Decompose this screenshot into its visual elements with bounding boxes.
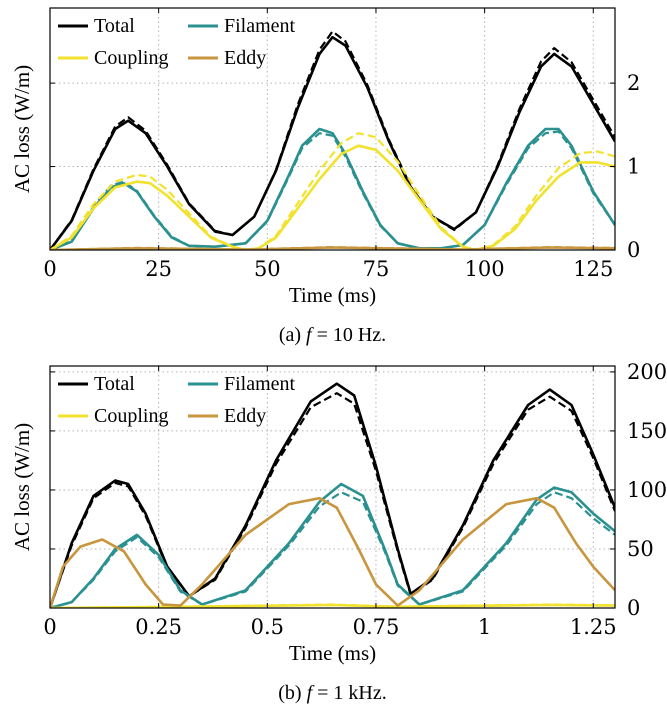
x-tick-label: 125 [573, 257, 613, 281]
axis-frame [49, 365, 616, 609]
series-total-dashed [50, 30, 615, 250]
series-total-solid [50, 35, 615, 250]
chart-caption: (a) f = 10 Hz. [279, 324, 386, 346]
y-tick-label: 0 [627, 596, 640, 620]
x-tick-label: 0.5 [251, 615, 284, 639]
legend-label-coupling: Coupling [94, 47, 168, 69]
x-tick-label: 1 [478, 615, 491, 639]
legend: Total Filament Coupling Eddy [58, 373, 296, 427]
chart-panel-a: 0 25 50 75 100 125 0 1 2 Time (ms) AC loss (W/m)… [10, 7, 640, 346]
y-tick-label: 200 [627, 360, 667, 384]
legend-label-eddy: Eddy [224, 47, 266, 69]
series-eddy-solid [50, 496, 615, 608]
axis-frame [49, 7, 616, 251]
y-tick-label: 150 [627, 419, 667, 443]
y-tick-label: 100 [627, 478, 667, 502]
x-tick-label: 0.25 [135, 615, 182, 639]
legend-label-total: Total [94, 15, 135, 37]
series-filament-solid [50, 482, 615, 608]
y-tick-label: 1 [627, 155, 640, 179]
x-tick-label: 100 [465, 257, 505, 281]
x-tick-label: 50 [254, 257, 281, 281]
x-axis-label: Time (ms) [289, 283, 376, 307]
x-tick-label: 75 [363, 257, 390, 281]
x-tick-label: 1.25 [570, 615, 617, 639]
y-tick-label: 0 [627, 238, 640, 262]
series-coupling-dashed [50, 132, 615, 250]
legend-label-filament: Filament [224, 15, 296, 37]
y-axis-label: AC loss (W/m) [10, 65, 34, 193]
legend: Total Filament Coupling Eddy [58, 15, 296, 69]
x-axis-label: Time (ms) [289, 641, 376, 665]
x-tick-label: 0 [43, 615, 56, 639]
series-eddy-solid [50, 246, 615, 250]
chart-caption: (b) f = 1 kHz. [278, 682, 387, 704]
series-coupling-solid [50, 144, 615, 250]
legend-label-filament: Filament [224, 373, 296, 395]
y-tick-label: 2 [627, 71, 640, 95]
x-tick-label: 0 [43, 257, 56, 281]
y-axis-label: AC loss (W/m) [10, 423, 34, 551]
x-tick-label: 25 [145, 257, 172, 281]
legend-label-coupling: Coupling [94, 405, 168, 427]
legend-label-eddy: Eddy [224, 405, 266, 427]
series-filament-solid [50, 127, 615, 250]
legend-label-total: Total [94, 373, 135, 395]
series-total-solid [50, 382, 615, 608]
x-tick-label: 0.75 [353, 615, 400, 639]
y-tick-label: 50 [627, 537, 654, 561]
